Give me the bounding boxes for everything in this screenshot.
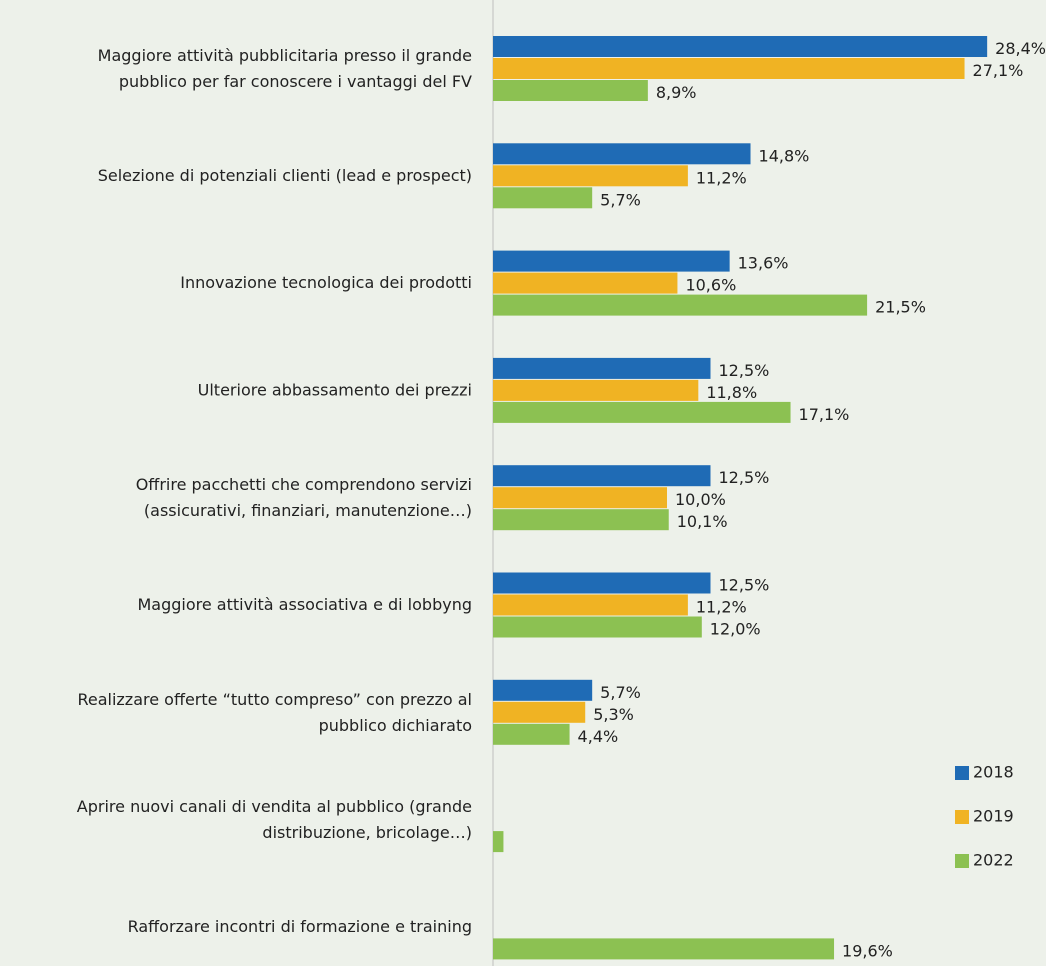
bar [493, 80, 648, 101]
legend-label: 2018 [973, 763, 1014, 782]
legend-swatch [955, 854, 969, 868]
bar [493, 401, 791, 423]
legend-label: 2022 [973, 851, 1014, 870]
bar [493, 572, 711, 594]
category-label: Realizzare offerte “tutto compreso” con … [77, 689, 472, 734]
legend-label: 2019 [973, 807, 1014, 826]
bar [493, 465, 711, 487]
value-label: 12,5% [719, 576, 770, 595]
value-label: 21,5% [875, 298, 926, 317]
bar [493, 36, 988, 57]
value-label: 12,5% [719, 361, 770, 380]
bar [493, 938, 835, 960]
category-label: Ulteriore abbassamento dei prezzi [198, 380, 472, 399]
value-label: 10,0% [675, 490, 726, 509]
value-label: 8,9% [656, 83, 697, 102]
bar [493, 679, 593, 701]
value-label: 12,0% [710, 620, 761, 639]
bar [493, 58, 965, 79]
value-label: 11,8% [706, 383, 757, 402]
bar [493, 701, 586, 723]
category-label: Selezione di potenziali clienti (lead e … [98, 166, 472, 185]
bar [493, 272, 678, 294]
bar [493, 165, 688, 187]
bar [493, 294, 868, 316]
value-label: 17,1% [799, 405, 850, 424]
bar [493, 357, 711, 379]
bar [493, 616, 702, 638]
value-label: 10,1% [677, 512, 728, 531]
bar [493, 487, 667, 509]
value-label: 11,2% [696, 168, 747, 187]
value-label: 11,2% [696, 598, 747, 617]
value-label: 27,1% [973, 61, 1024, 80]
legend-swatch [955, 766, 969, 780]
value-label: 4,4% [578, 727, 619, 746]
value-label: 14,8% [759, 146, 810, 165]
value-label: 5,7% [600, 190, 641, 209]
value-label: 5,7% [600, 683, 641, 702]
value-label: 10,6% [685, 276, 736, 295]
value-label: 13,6% [738, 254, 789, 273]
bar [493, 594, 688, 616]
bar [493, 143, 751, 165]
category-label: Maggiore attività pubblicitaria presso i… [98, 46, 472, 91]
value-label: 12,5% [719, 468, 770, 487]
bar [493, 831, 504, 853]
bar [493, 187, 593, 209]
value-label: 28,4% [995, 39, 1046, 58]
legend-swatch [955, 810, 969, 824]
bar [493, 723, 570, 745]
bar [493, 509, 669, 531]
category-label: Innovazione tecnologica dei prodotti [180, 273, 472, 292]
value-label: 5,3% [593, 705, 634, 724]
category-label: Rafforzare incontri di formazione e trai… [128, 917, 472, 936]
value-label: 19,6% [842, 941, 893, 960]
category-label: Aprire nuovi canali di vendita al pubbli… [77, 797, 472, 842]
category-label: Offrire pacchetti che comprendono serviz… [136, 475, 472, 520]
bar [493, 250, 730, 272]
bar [493, 379, 699, 401]
category-label: Maggiore attività associativa e di lobby… [137, 595, 472, 614]
